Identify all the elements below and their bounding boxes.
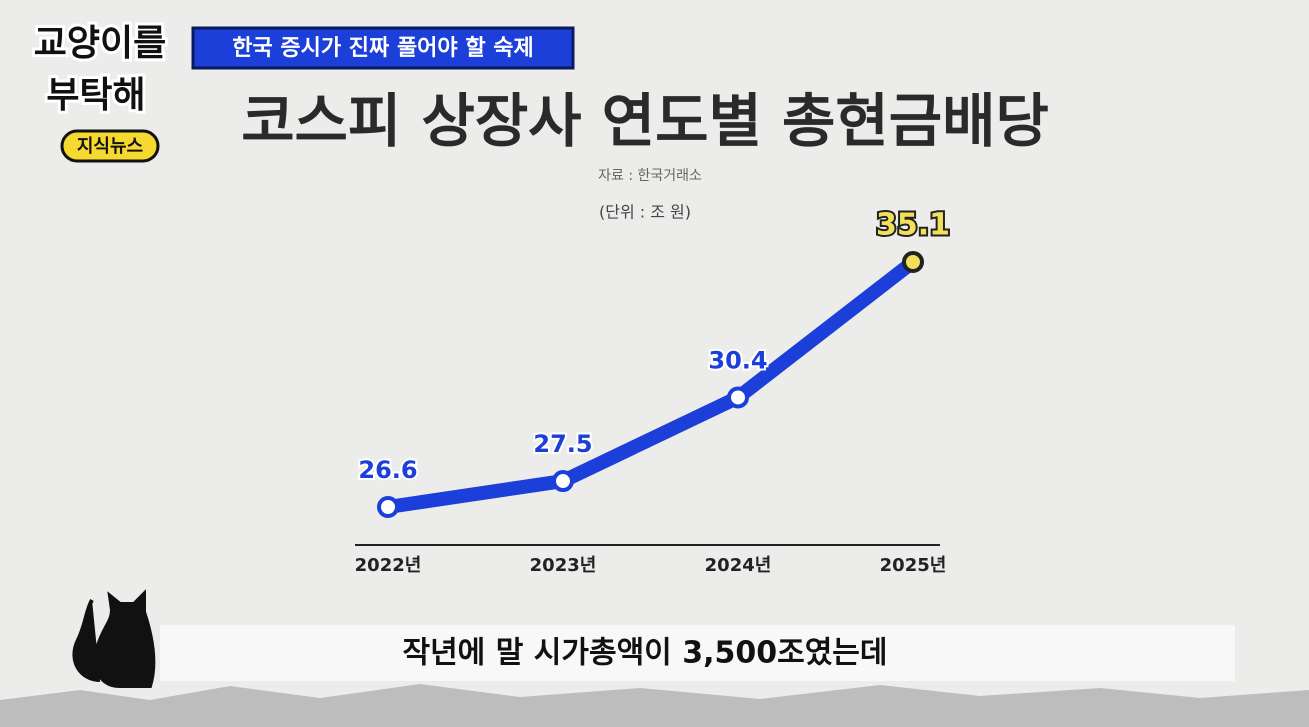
torn-paper xyxy=(0,684,1309,727)
logo-text: 부탁해 xyxy=(46,75,145,116)
x-tick-label: 2024년 xyxy=(705,555,772,576)
point xyxy=(552,470,574,493)
subtitle-bar xyxy=(160,625,1235,681)
banner xyxy=(191,26,575,70)
x-tick-label: 2025년 xyxy=(880,555,947,576)
point xyxy=(727,386,749,409)
value-label: 26.6 xyxy=(358,456,417,484)
x-tick-label: 2023년 xyxy=(530,555,597,576)
banner-text: 한국 증시가 진짜 풀어야 할 숙제 xyxy=(232,36,533,61)
logo-badge-text: 지식뉴스 xyxy=(77,136,143,157)
value-label: 27.5 xyxy=(533,430,592,458)
value-label: 30.4 xyxy=(708,346,767,374)
point xyxy=(377,496,399,518)
chart-title: 코스피 상장사 연도별 총현금배당 xyxy=(241,87,1049,155)
logo-badge xyxy=(60,129,160,163)
cat-icon xyxy=(72,589,156,688)
unit: (단위 : 조 원) xyxy=(599,203,691,222)
line xyxy=(381,255,920,514)
value-label: 35.1 xyxy=(876,208,950,243)
subtitle: 작년에 말 시가총액이 3,500조였는데 xyxy=(402,636,887,671)
logo-text: 교양이를 xyxy=(34,23,166,64)
x-tick-label: 2022년 xyxy=(355,555,422,576)
source: 자료 : 한국거래소 xyxy=(598,168,702,184)
point xyxy=(902,251,924,273)
plot: 2022년 2023년 2024년 2025년 26.6 27.5 30.4 35.1 xyxy=(355,206,952,577)
